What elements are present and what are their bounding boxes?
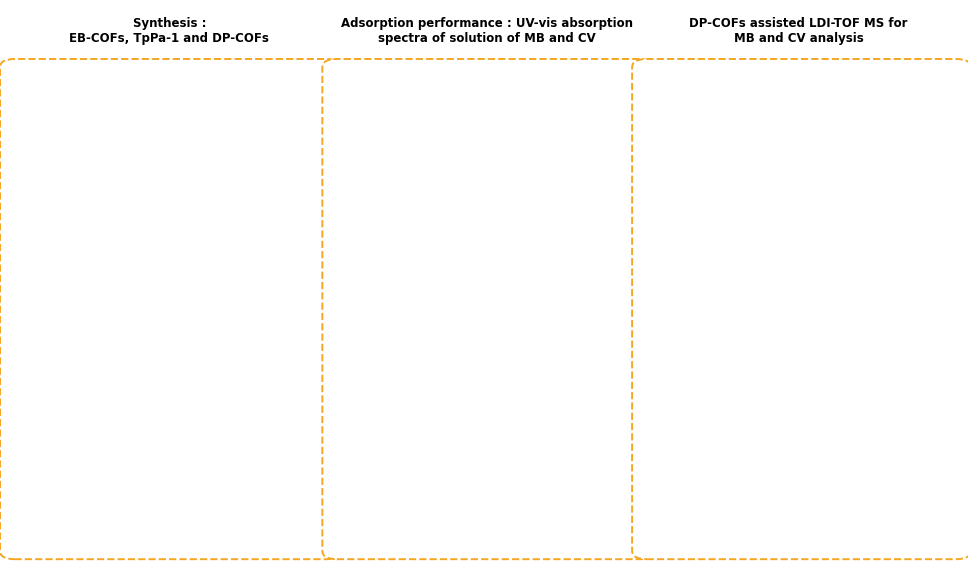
Polygon shape: [254, 441, 275, 479]
Polygon shape: [177, 202, 199, 241]
Legend: Before adsorption, After adsorption by EB-COFs, After adsorption by TpPa-1, Afte: Before adsorption, After adsorption by E…: [386, 318, 508, 355]
Text: DABA: DABA: [69, 441, 95, 450]
X-axis label: m/z: m/z: [808, 511, 832, 524]
Text: 120 °C/3dᵃ: 120 °C/3dᵃ: [61, 158, 103, 167]
Text: [CV-Cl]⁺: [CV-Cl]⁺: [852, 150, 894, 160]
Polygon shape: [250, 409, 265, 434]
Text: Br: Br: [42, 149, 48, 155]
Text: Pa: Pa: [76, 281, 88, 290]
Polygon shape: [160, 486, 175, 512]
Text: DP-COFs: DP-COFs: [189, 455, 236, 465]
Polygon shape: [248, 250, 262, 276]
Text: 120 °C/3dᵃ: 120 °C/3dᵃ: [61, 300, 103, 309]
Legend: Before adsorption, After adsorption by EB-COFs, After adsorption by TpPa-1, Afte: Before adsorption, After adsorption by E…: [386, 65, 508, 102]
Polygon shape: [177, 217, 199, 255]
Text: [MB-Cl]⁺: [MB-Cl]⁺: [783, 364, 827, 374]
Polygon shape: [160, 409, 175, 434]
Polygon shape: [227, 509, 250, 546]
Polygon shape: [163, 250, 177, 276]
Text: EB: EB: [29, 183, 41, 192]
Polygon shape: [33, 327, 45, 348]
Polygon shape: [163, 182, 177, 207]
Polygon shape: [226, 217, 248, 255]
Y-axis label: Absorbance: Absorbance: [342, 128, 351, 189]
Text: Synthesis :
EB-COFs, TpPa-1 and DP-COFs: Synthesis : EB-COFs, TpPa-1 and DP-COFs: [70, 17, 269, 45]
Polygon shape: [205, 360, 220, 386]
Text: ᵃMesitylene/1,4-dioxane/acetic acid: ᵃMesitylene/1,4-dioxane/acetic acid: [106, 529, 243, 538]
Text: OHC: OHC: [20, 327, 33, 332]
Text: Tp: Tp: [33, 345, 45, 353]
Polygon shape: [226, 344, 248, 382]
Text: COOH: COOH: [169, 550, 185, 555]
Polygon shape: [205, 370, 220, 395]
Polygon shape: [251, 281, 272, 319]
Polygon shape: [163, 324, 177, 349]
Text: COOH: COOH: [29, 425, 48, 430]
Text: DABA: DABA: [27, 458, 50, 467]
X-axis label: Wavelength (nm): Wavelength (nm): [461, 534, 551, 544]
Polygon shape: [34, 282, 44, 299]
Polygon shape: [227, 374, 250, 411]
Text: CV: CV: [473, 413, 499, 431]
Text: 284.12: 284.12: [783, 341, 827, 351]
Polygon shape: [205, 219, 220, 244]
Polygon shape: [248, 324, 262, 349]
Polygon shape: [153, 139, 174, 177]
Polygon shape: [248, 182, 262, 207]
X-axis label: Wavelength (nm): Wavelength (nm): [461, 281, 551, 291]
Text: HO: HO: [22, 333, 31, 338]
Polygon shape: [250, 486, 265, 512]
Polygon shape: [205, 525, 220, 551]
Polygon shape: [153, 281, 174, 319]
Polygon shape: [163, 108, 177, 134]
Text: NH₂: NH₂: [29, 129, 41, 134]
Text: DP-COFs assisted LDI-TOF MS for
MB and CV analysis: DP-COFs assisted LDI-TOF MS for MB and C…: [689, 17, 908, 45]
Polygon shape: [175, 509, 197, 546]
Text: COOH: COOH: [169, 366, 185, 371]
Polygon shape: [175, 374, 197, 411]
Text: NH₂: NH₂: [33, 300, 45, 305]
Text: Adsorption performance : UV-vis absorption
spectra of solution of MB and CV: Adsorption performance : UV-vis absorpti…: [341, 17, 633, 45]
Text: NH₂: NH₂: [29, 179, 41, 184]
Polygon shape: [177, 76, 199, 114]
Y-axis label: Absorbance: Absorbance: [342, 381, 351, 442]
Polygon shape: [226, 76, 248, 114]
Polygon shape: [33, 436, 45, 456]
Text: NH₂: NH₂: [45, 435, 57, 440]
Text: NH₂: NH₂: [31, 127, 45, 133]
Polygon shape: [177, 344, 199, 382]
Polygon shape: [226, 202, 248, 241]
Text: 372.24: 372.24: [852, 128, 894, 138]
Y-axis label: MS intensity (%): MS intensity (%): [646, 249, 655, 341]
Text: TpPa-1: TpPa-1: [194, 294, 231, 305]
Text: COOH: COOH: [276, 457, 291, 463]
Polygon shape: [205, 214, 220, 239]
Text: H₂N: H₂N: [21, 435, 33, 440]
Polygon shape: [251, 139, 272, 177]
Text: 120 °C/3dᵃ: 120 °C/3dᵃ: [61, 460, 103, 469]
Text: NH₂: NH₂: [33, 272, 45, 277]
Polygon shape: [205, 72, 220, 98]
Text: EB: EB: [76, 139, 88, 148]
Text: EB-COFs: EB-COFs: [190, 153, 235, 163]
Polygon shape: [150, 441, 171, 479]
Polygon shape: [248, 108, 262, 134]
Text: MB: MB: [473, 135, 502, 153]
Text: Pa: Pa: [34, 311, 45, 320]
